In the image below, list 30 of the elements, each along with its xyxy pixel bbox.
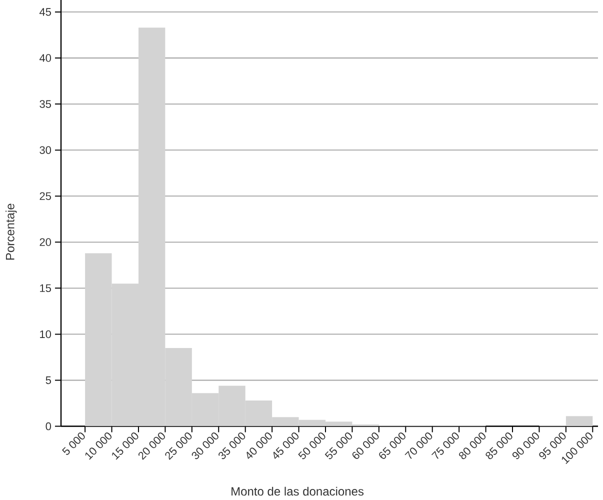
y-tick-label: 20 xyxy=(40,238,52,246)
x-tick-label: 70 000 xyxy=(404,432,432,459)
x-tick-label: 75 000 xyxy=(431,432,459,459)
x-tick-label: 30 000 xyxy=(192,432,218,460)
y-tick-label: 35 xyxy=(40,100,51,108)
y-tick-label: 30 xyxy=(40,146,52,154)
x-tick-label: 10 000 xyxy=(85,432,112,460)
x-tick-label: 5 000 xyxy=(62,432,85,455)
y-tick-label: 25 xyxy=(40,192,51,200)
y-tick-label: 45 xyxy=(39,8,51,16)
x-tick-label: 20 000 xyxy=(138,432,165,460)
y-axis-title: Porcentaje xyxy=(6,204,17,260)
x-tick-label: 60 000 xyxy=(352,432,379,459)
y-tick-label: 0 xyxy=(46,422,52,430)
y-tick-label: 15 xyxy=(40,284,51,292)
x-tick-label: 50 000 xyxy=(298,432,326,460)
x-tick-label: 65 000 xyxy=(379,432,406,459)
x-tick-label: 40 000 xyxy=(246,432,272,459)
y-tick-label: 5 xyxy=(46,376,51,384)
x-tick-label: 25 000 xyxy=(165,432,192,460)
x-tick-label: 90 000 xyxy=(512,432,539,460)
x-tick-label: 45 000 xyxy=(273,432,299,459)
x-tick-label: 35 000 xyxy=(218,432,246,460)
x-tick-label: 15 000 xyxy=(112,432,138,460)
x-axis-title: Monto de las donaciones xyxy=(232,486,364,496)
x-tick-label: 85 000 xyxy=(486,432,512,460)
y-tick-label: 40 xyxy=(39,54,52,62)
x-tick-label: 55 000 xyxy=(324,432,352,460)
y-tick-label: 10 xyxy=(40,330,52,338)
x-tick-label: 80 000 xyxy=(458,432,486,460)
